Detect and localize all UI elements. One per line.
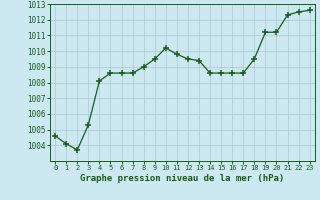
X-axis label: Graphe pression niveau de la mer (hPa): Graphe pression niveau de la mer (hPa) [80,174,284,183]
